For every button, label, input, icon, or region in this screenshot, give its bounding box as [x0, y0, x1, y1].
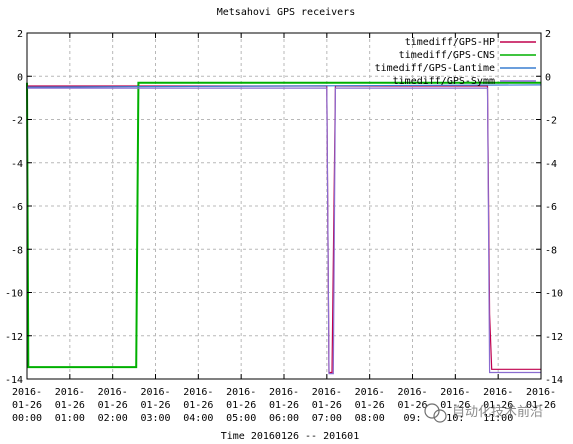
x-tick-label-8: 2016-01-26 08:00	[355, 387, 385, 424]
y-tick-label-left-2: -2	[11, 116, 23, 127]
series-line-3	[27, 87, 541, 375]
legend-label-0: timediff/GPS-HP	[405, 37, 495, 48]
y-tick-label-left-7: -12	[5, 332, 23, 343]
wechat-icon	[424, 403, 447, 423]
y-tick-label-left-4: -6	[11, 202, 23, 213]
x-tick-label-5: 2016-01-26 05:00	[226, 387, 256, 424]
y-tick-label-right-2: -2	[545, 116, 557, 127]
x-tick-label-4: 2016-01-26 04:00	[183, 387, 213, 424]
x-tick-label-1: 2016-01-26 01:00	[55, 387, 85, 424]
x-tick-label-11: 2016-01-26 11:00	[483, 387, 513, 424]
y-tick-label-left-6: -10	[5, 289, 23, 300]
y-tick-label-right-8: -14	[545, 375, 563, 386]
watermark-text: 自动化技术前沿	[452, 404, 543, 420]
grid	[27, 33, 541, 379]
legend-label-3: timediff/GPS-Symm	[393, 76, 495, 87]
y-tick-label-right-0: 2	[545, 29, 551, 40]
x-tick-label-3: 2016-01-26 03:00	[140, 387, 170, 424]
watermark: 自动化技术前沿	[424, 403, 543, 423]
y-tick-label-left-0: 2	[17, 29, 23, 40]
y-tick-label-right-4: -6	[545, 202, 557, 213]
x-axis-label: Time 20160126 -- 201601	[221, 431, 359, 442]
y-tick-label-right-5: -8	[545, 245, 557, 256]
y-tick-label-left-3: -4	[11, 159, 23, 170]
legend-label-2: timediff/GPS-Lantime	[375, 63, 495, 74]
series-line-1	[26, 81, 541, 369]
y-tick-label-right-6: -10	[545, 289, 563, 300]
y-tick-label-left-1: 0	[17, 72, 23, 83]
chart-title: Metsahovi GPS receivers	[217, 7, 355, 18]
y-tick-label-left-8: -14	[5, 375, 23, 386]
x-tick-label-6: 2016-01-26 06:00	[269, 387, 299, 424]
x-tick-label-2: 2016-01-26 02:00	[98, 387, 128, 424]
series-line-2	[26, 84, 542, 88]
y-tick-label-right-3: -4	[545, 159, 557, 170]
x-axis: 2016-01-26 00:00 2016-01-26 01:00 2016-01-26…	[12, 33, 556, 424]
series-layer	[26, 81, 542, 375]
x-tick-label-0: 2016-01-26 00:00	[12, 387, 42, 424]
legend: timediff/GPS-HP timediff/GPS-CNS timediff/…	[375, 37, 536, 87]
y-axis-left: 2 0 -2 -4 -6 -8 -10 -12 -14	[5, 29, 32, 386]
y-tick-label-right-1: 0	[545, 72, 551, 83]
legend-label-1: timediff/GPS-CNS	[399, 50, 495, 61]
y-tick-label-left-5: -8	[11, 245, 23, 256]
x-tick-label-12: 2016-01-26	[526, 387, 556, 411]
x-tick-label-9: 2016-01-26 09:	[397, 387, 427, 424]
x-tick-label-10: 2016-01-26 10:	[440, 387, 470, 424]
y-tick-label-right-7: -12	[545, 332, 563, 343]
x-tick-label-7: 2016-01-26 07:00	[312, 387, 342, 424]
y-axis-right: 2 0 -2 -4 -6 -8 -10 -12 -14	[536, 29, 563, 386]
